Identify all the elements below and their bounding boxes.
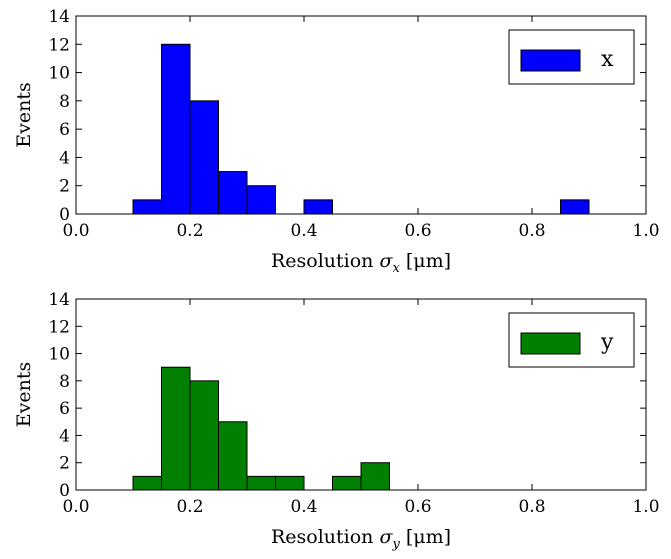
y-tick-label: 14 [48,290,70,310]
x-tick-label: 1.0 [632,497,659,517]
y-tick-label: 2 [59,454,70,474]
x-tick-label: 0.6 [404,497,431,517]
x-axis-title-subscript: y [391,537,400,552]
histogram-bar [360,462,390,491]
x-axis-title-unit: [μm] [400,250,451,272]
legend: y [508,312,635,368]
histogram-bar [218,171,248,215]
legend-swatch [520,49,581,72]
histogram-bar [132,199,162,215]
axes-frame [75,15,647,215]
y-tick-label: 6 [59,120,70,140]
y-axis-title: Events [13,82,35,147]
x-axis-title-symbol: σ [379,250,393,272]
x-tick-label: 0.0 [62,221,89,241]
y-tick-label: 12 [48,317,70,337]
x-tick-label: 0.0 [62,497,89,517]
x-axis-title-symbol: σ [379,526,393,548]
y-tick-label: 8 [59,92,70,112]
y-axis-title: Events [13,362,35,427]
y-tick-label: 14 [48,7,70,27]
histogram-bar [161,366,191,491]
histogram-bar [189,100,219,215]
y-tick-label: 4 [59,426,70,446]
y-tick-label: 10 [48,345,70,365]
histogram-bar [218,421,248,491]
y-tick-label: 0 [59,205,70,225]
x-axis-title: Resolution σx [μm] [271,250,451,276]
histogram-bar [246,475,276,491]
x-tick-label: 0.2 [176,497,203,517]
y-tick-label: 12 [48,35,70,55]
histogram-bar [161,43,191,215]
x-axis-title-subscript: x [392,261,400,276]
panel-0: 0.0 0.2 0.4 0.6 0.8 1.0 0 2 4 6 8 10 12 14 Events Resol… [13,7,660,276]
x-tick-label: 1.0 [632,221,659,241]
x-tick-label: 0.2 [176,221,203,241]
y-tick-label: 10 [48,64,70,84]
x-tick-label: 0.4 [290,497,317,517]
x-tick-label: 0.8 [518,221,545,241]
histogram-bar [189,380,219,491]
x-axis-title: Resolution σy [μm] [271,526,451,552]
panel-1: 0.0 0.2 0.4 0.6 0.8 1.0 0 2 4 6 8 10 12 14 Events Resol… [13,290,660,552]
y-tick-label: 4 [59,148,70,168]
histogram-bar [303,199,333,215]
x-axis-title-prefix: Resolution [271,250,379,272]
x-tick-label: 0.4 [290,221,317,241]
histogram-bar [132,475,162,491]
x-tick-label: 0.8 [518,497,545,517]
axes-frame [75,298,647,491]
histogram-bar [332,475,362,491]
x-tick-label: 0.6 [404,221,431,241]
y-tick-label: 8 [59,372,70,392]
histogram-bar [560,199,590,215]
legend-label: x [601,47,614,72]
legend-swatch [520,332,581,355]
y-tick-label: 0 [59,481,70,501]
legend-label: y [600,330,614,355]
x-axis-title-unit: [μm] [400,526,451,548]
legend: x [508,29,635,85]
histogram-bar [275,475,305,491]
y-tick-label: 2 [59,177,70,197]
y-tick-label: 6 [59,399,70,419]
x-axis-title-prefix: Resolution [271,526,379,548]
histogram-bar [246,185,276,215]
